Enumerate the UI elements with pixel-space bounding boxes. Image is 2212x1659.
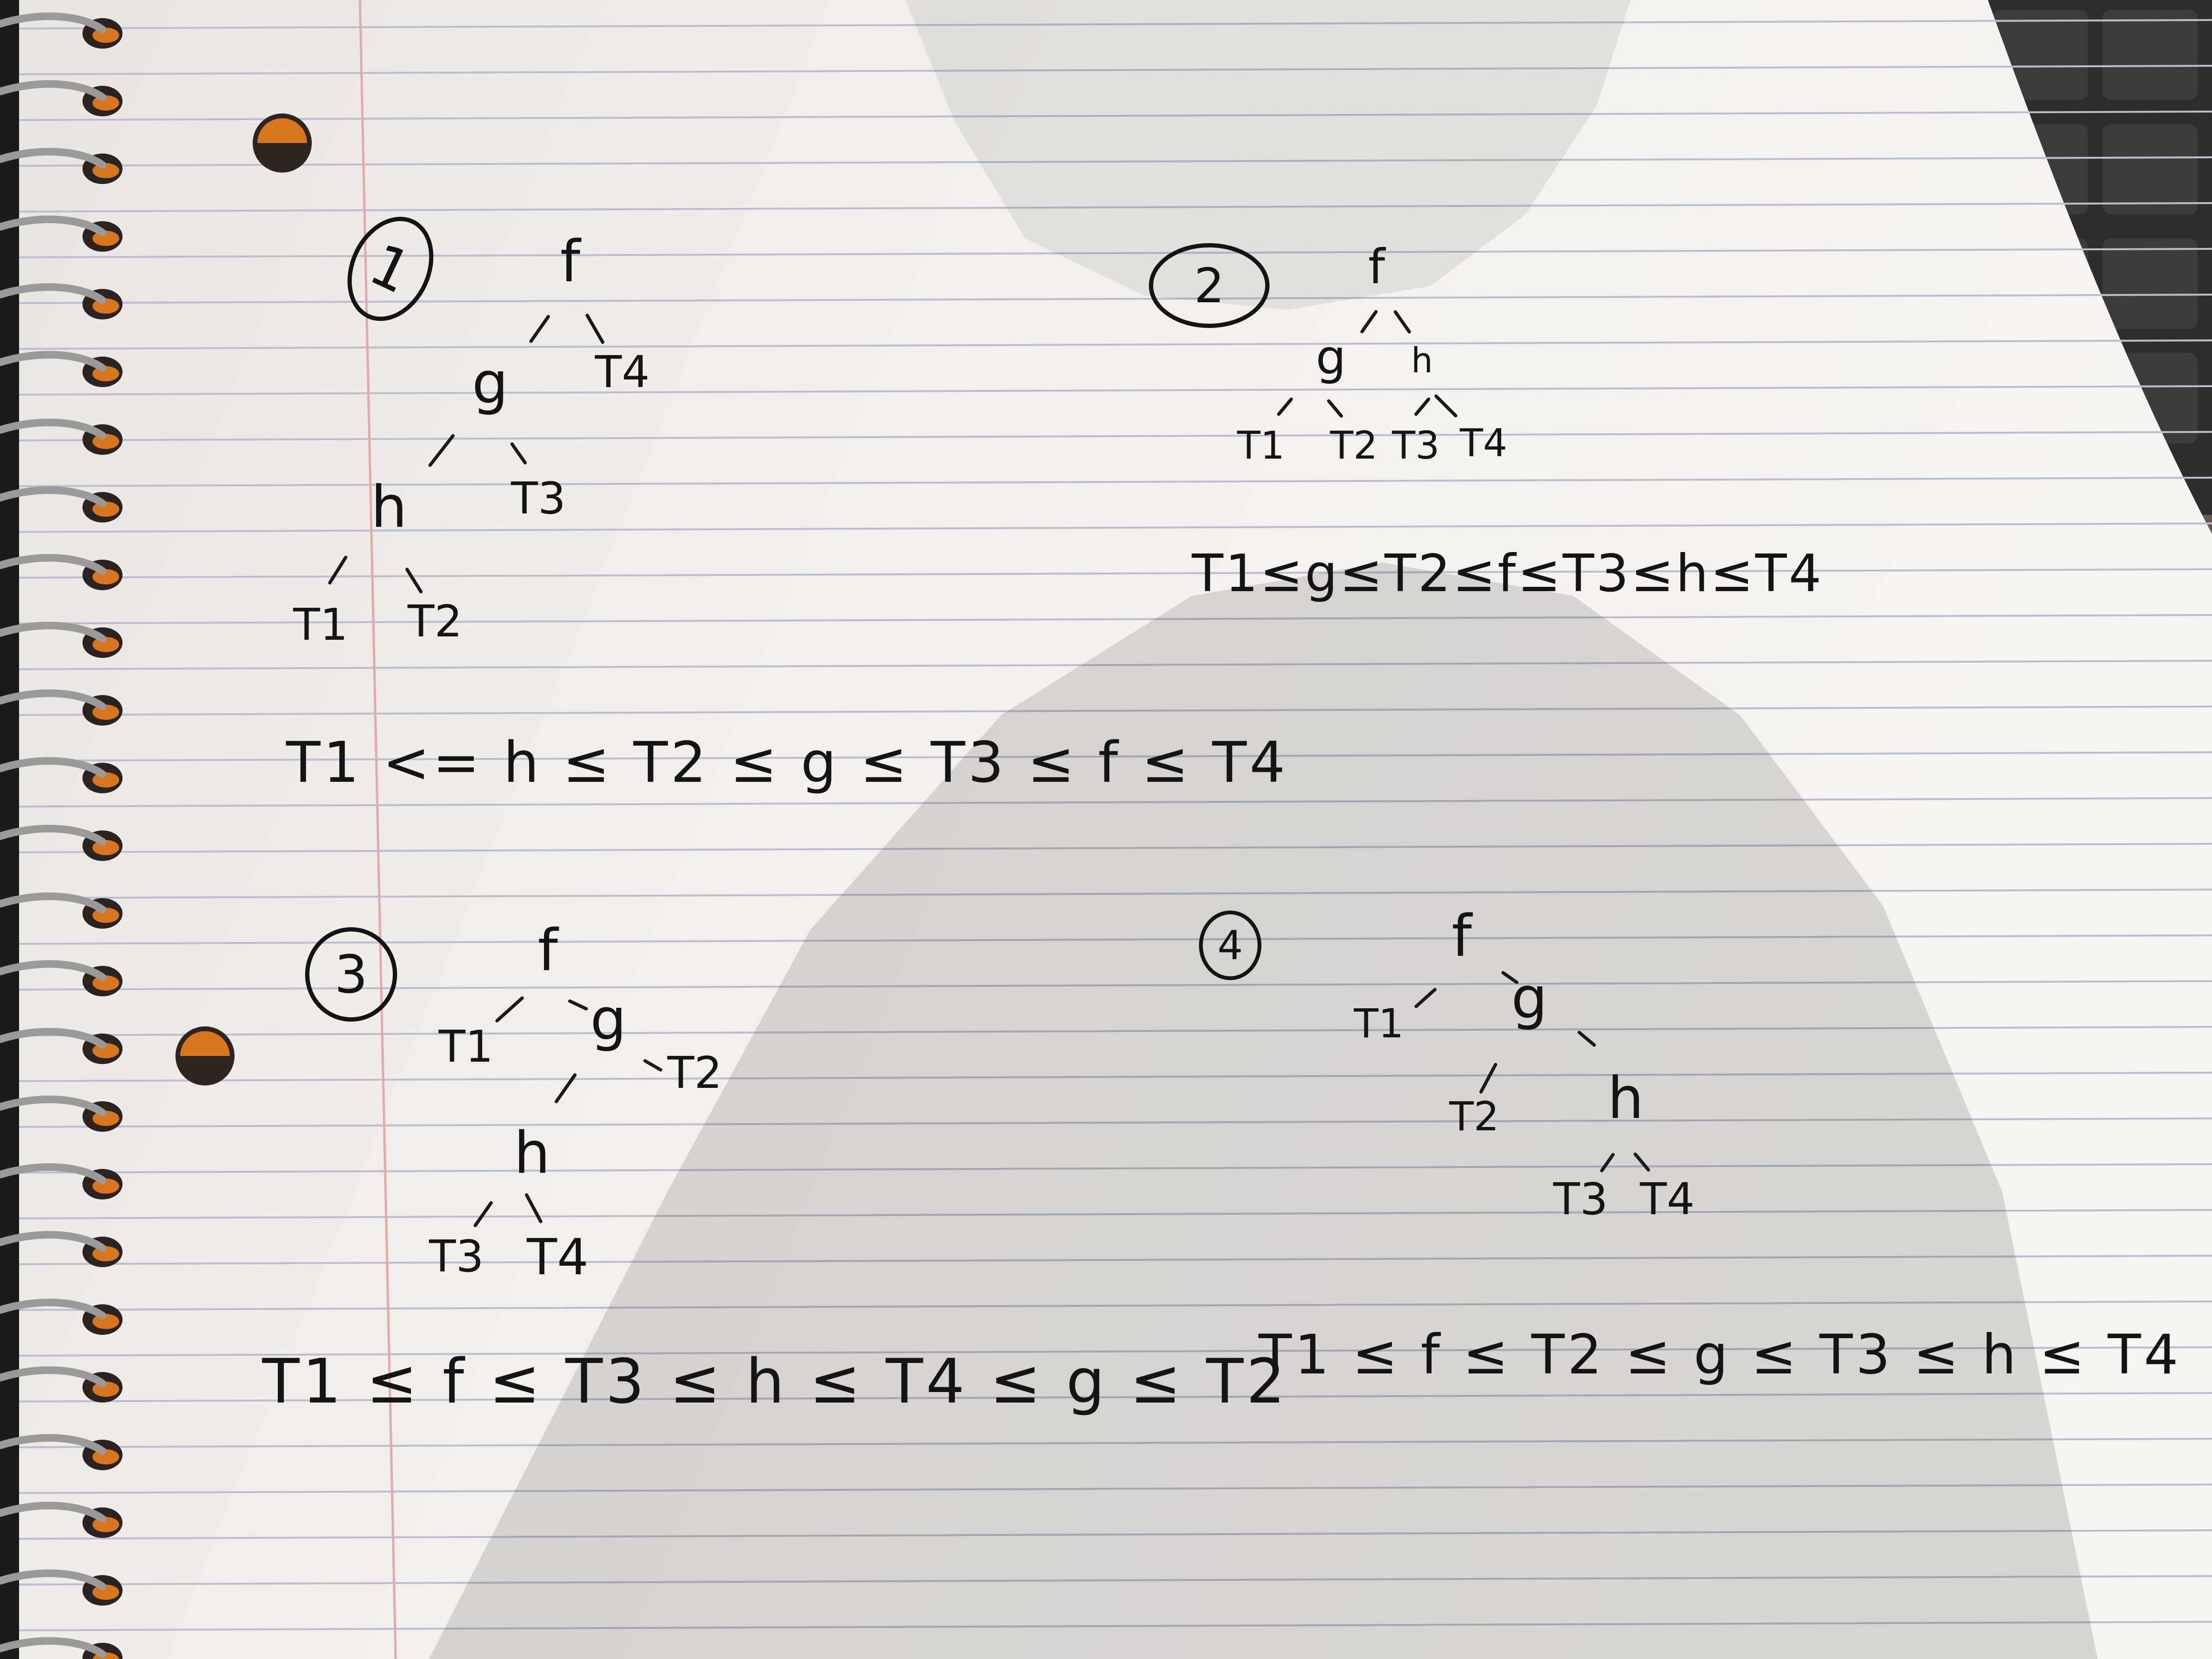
keyboard-key	[2102, 10, 2198, 100]
spiral-wire	[0, 689, 106, 710]
spiral-wire	[0, 148, 106, 169]
tree4-leaf-t2: T2	[1449, 1093, 1499, 1140]
tree3-node-g: g	[590, 987, 627, 1053]
rule-line	[0, 1301, 2212, 1311]
spiral-binding	[0, 0, 123, 1659]
rule-line	[0, 797, 2212, 808]
rule-line	[0, 1621, 2212, 1631]
tree-number-2: 2	[1149, 243, 1270, 328]
rule-line	[0, 248, 2212, 258]
spiral-wire	[0, 1637, 106, 1658]
rule-line	[0, 477, 2212, 487]
rule-line	[0, 65, 2212, 75]
rule-line	[0, 1484, 2212, 1494]
tree3-leaf-t3: T3	[429, 1231, 484, 1282]
rule-line	[0, 843, 2212, 853]
spiral-wire	[0, 1502, 106, 1523]
punch-holes	[175, 113, 312, 1086]
rule-line	[0, 202, 2212, 213]
tree3-inequality: T1 ≤ f ≤ T3 ≤ h ≤ T4 ≤ g ≤ T2	[262, 1346, 1288, 1417]
keyboard-key	[2102, 238, 2198, 329]
rule-line	[0, 889, 2212, 899]
tree3-leaf-t1: T1	[439, 1021, 493, 1072]
rule-line	[0, 1438, 2212, 1448]
spiral-wire	[0, 1163, 106, 1184]
tree4-leaf-t4: T4	[1640, 1174, 1695, 1225]
tree3-leaf-t2: T2	[667, 1047, 722, 1098]
tree2-node-f: f	[1368, 239, 1385, 295]
tree1-leaf-t2: T2	[408, 596, 462, 647]
spiral-wire	[0, 1096, 106, 1116]
spiral-wire	[0, 1299, 106, 1320]
rule-line	[0, 1209, 2212, 1219]
rule-line	[0, 1163, 2212, 1174]
rule-line	[0, 522, 2212, 533]
tree-number-3: 3	[305, 927, 397, 1022]
rule-line	[0, 111, 2212, 121]
spiral-wire	[0, 825, 106, 846]
tree4-node-h: h	[1608, 1065, 1644, 1132]
spiral-wire	[0, 1569, 106, 1590]
spiral-wire	[0, 1434, 106, 1455]
tree2-leaf-t2: T2	[1330, 423, 1378, 468]
rule-line	[0, 19, 2212, 30]
tree1-node-g: g	[472, 350, 509, 417]
tree3-node-h: h	[514, 1120, 551, 1187]
spiral-wire	[0, 486, 106, 507]
tree1-leaf-t3: T3	[511, 473, 566, 524]
rule-line	[0, 1026, 2212, 1036]
spiral-wire	[0, 215, 106, 236]
rule-line	[0, 751, 2212, 762]
tree4-node-f: f	[1452, 903, 1472, 970]
tree1-node-f: f	[560, 229, 581, 295]
tree-number-4: 4	[1199, 911, 1261, 980]
rule-line	[0, 294, 2212, 304]
spiral-wire	[0, 1366, 106, 1387]
tree4-node-g: g	[1511, 965, 1548, 1032]
tree1-inequality: T1 <= h ≤ T2 ≤ g ≤ T3 ≤ f ≤ T4	[286, 729, 1289, 795]
tree2-leaf-t1: T1	[1237, 423, 1285, 468]
tree2-node-h: h	[1411, 340, 1433, 380]
tree2-inequality: T1≤g≤T2≤f≤T3≤h≤T4	[1192, 544, 1823, 604]
spiral-wire	[0, 1028, 106, 1049]
rule-line	[0, 660, 2212, 670]
spiral-wire	[0, 622, 106, 643]
tree1-leaf-t1: T1	[293, 599, 348, 650]
rule-line	[0, 1255, 2212, 1265]
rule-line	[0, 156, 2212, 167]
rule-line	[0, 1392, 2212, 1403]
spiral-wire	[0, 1231, 106, 1252]
spiral-wire	[0, 80, 106, 101]
spiral-wire	[0, 12, 106, 33]
spiral-wire	[0, 351, 106, 372]
spiral-wire	[0, 892, 106, 913]
tree2-node-g: g	[1316, 329, 1346, 385]
rule-line	[0, 339, 2212, 350]
rule-line	[0, 1529, 2212, 1540]
tree1-leaf-t4: T4	[595, 347, 650, 398]
rule-line	[0, 1072, 2212, 1082]
spiral-wire	[0, 419, 106, 440]
spiral-wire	[0, 283, 106, 304]
rule-line	[0, 706, 2212, 716]
spiral-wire	[0, 554, 106, 575]
tree2-leaf-t4: T4	[1460, 421, 1507, 465]
tree4-leaf-t1: T1	[1354, 1000, 1404, 1047]
tree3-node-f: f	[538, 918, 558, 984]
tree2-leaf-t3: T3	[1392, 423, 1440, 468]
keyboard-key	[2102, 124, 2198, 215]
rule-line	[0, 1575, 2212, 1586]
spiral-wire	[0, 960, 106, 981]
rule-line	[0, 1117, 2212, 1128]
tree1-node-h: h	[371, 474, 408, 541]
tree4-leaf-t3: T3	[1553, 1174, 1608, 1225]
rule-line	[0, 1346, 2212, 1357]
tree3-leaf-t4: T4	[527, 1228, 589, 1286]
tree4-inequality: T1 ≤ f ≤ T2 ≤ g ≤ T3 ≤ h ≤ T4	[1259, 1323, 2181, 1386]
rule-line	[0, 568, 2212, 579]
spiral-wire	[0, 757, 106, 778]
rule-line	[0, 614, 2212, 625]
